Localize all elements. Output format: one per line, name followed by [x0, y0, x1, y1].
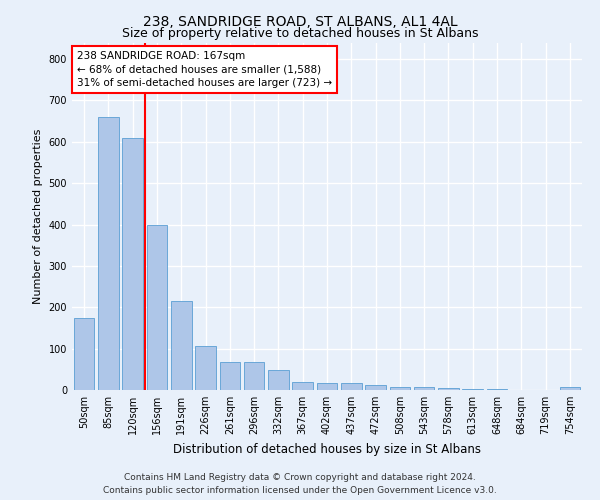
- Bar: [98, 117, 119, 390]
- Bar: [389, 386, 410, 390]
- X-axis label: Distribution of detached houses by size in St Albans: Distribution of detached houses by size …: [173, 442, 481, 456]
- Text: 238 SANDRIDGE ROAD: 167sqm
← 68% of detached houses are smaller (1,588)
31% of s: 238 SANDRIDGE ROAD: 167sqm ← 68% of deta…: [77, 51, 332, 88]
- Bar: [438, 388, 459, 390]
- Text: 238, SANDRIDGE ROAD, ST ALBANS, AL1 4AL: 238, SANDRIDGE ROAD, ST ALBANS, AL1 4AL: [143, 15, 457, 29]
- Bar: [195, 346, 216, 390]
- Bar: [560, 387, 580, 390]
- Bar: [122, 138, 143, 390]
- Bar: [146, 224, 167, 390]
- Bar: [463, 389, 483, 390]
- Y-axis label: Number of detached properties: Number of detached properties: [33, 128, 43, 304]
- Bar: [268, 370, 289, 390]
- Text: Contains HM Land Registry data © Crown copyright and database right 2024.
Contai: Contains HM Land Registry data © Crown c…: [103, 474, 497, 495]
- Bar: [171, 301, 191, 390]
- Bar: [74, 318, 94, 390]
- Text: Size of property relative to detached houses in St Albans: Size of property relative to detached ho…: [122, 28, 478, 40]
- Bar: [365, 384, 386, 390]
- Bar: [244, 362, 265, 390]
- Bar: [220, 362, 240, 390]
- Bar: [292, 382, 313, 390]
- Bar: [414, 386, 434, 390]
- Bar: [317, 382, 337, 390]
- Bar: [341, 382, 362, 390]
- Bar: [487, 389, 508, 390]
